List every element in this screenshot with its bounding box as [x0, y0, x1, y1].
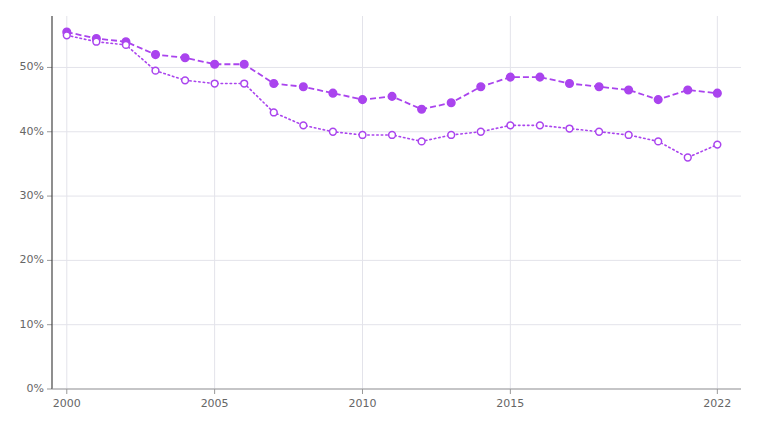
axes: 0% 10% 20% 30% 40% 50% 2000 2005 2010 2015 2022	[20, 16, 741, 410]
series-marker	[418, 105, 426, 113]
series-marker	[566, 125, 573, 132]
series-marker	[625, 86, 633, 94]
x-tick-label: 2010	[348, 397, 376, 410]
series-marker	[211, 80, 218, 87]
series-marker	[329, 89, 337, 97]
series-marker	[654, 96, 662, 104]
grid	[52, 16, 741, 389]
series-marker	[300, 83, 308, 91]
series-marker	[241, 80, 248, 87]
y-axis-line	[51, 16, 52, 389]
series-marker	[595, 83, 603, 91]
y-grid-line	[52, 196, 741, 197]
series-marker	[448, 132, 455, 139]
x-tick-label: 2022	[703, 397, 731, 410]
series-marker	[240, 60, 248, 68]
series-line	[67, 35, 718, 157]
series-marker	[330, 128, 337, 135]
series-marker	[270, 80, 278, 88]
y-grid-line	[52, 131, 741, 132]
series-marker	[359, 132, 366, 139]
series-marker	[625, 132, 632, 139]
series-marker	[152, 51, 160, 59]
y-tick-label: 50%	[20, 60, 44, 73]
series-marker	[63, 32, 70, 39]
x-tick-label: 2015	[496, 397, 524, 410]
y-tick-label: 0%	[27, 382, 44, 395]
chart-container: 0% 10% 20% 30% 40% 50% 2000 2005 2010 2015 2022	[0, 0, 759, 421]
series-marker	[388, 93, 396, 101]
series-marker	[714, 141, 721, 148]
series-marker	[270, 109, 277, 116]
y-tick-label: 10%	[20, 318, 44, 331]
series-marker	[182, 77, 189, 84]
x-tick-label: 2000	[53, 397, 81, 410]
series-marker	[300, 122, 307, 129]
y-grid-line	[52, 260, 741, 261]
series-marker	[655, 138, 662, 145]
series-marker	[389, 132, 396, 139]
y-grid-line	[52, 324, 741, 325]
series-marker	[93, 38, 100, 45]
series-marker	[596, 128, 603, 135]
series-marker	[684, 154, 691, 161]
x-tick	[510, 389, 511, 394]
y-tick	[47, 389, 52, 390]
series-marker	[477, 83, 485, 91]
series-marker	[507, 122, 514, 129]
y-tick	[47, 196, 52, 197]
series-marker	[507, 73, 515, 81]
x-axis-line	[52, 389, 741, 390]
series-line	[67, 32, 718, 109]
series-marker	[211, 60, 219, 68]
x-grid-line	[214, 16, 215, 389]
y-tick-label: 30%	[20, 189, 44, 202]
y-grid-line	[52, 389, 741, 390]
x-tick	[214, 389, 215, 394]
series-marker	[123, 42, 130, 49]
y-tick	[47, 67, 52, 68]
y-tick	[47, 260, 52, 261]
x-grid-line	[362, 16, 363, 389]
y-tick-label: 40%	[20, 125, 44, 138]
x-tick-label: 2005	[201, 397, 229, 410]
x-tick	[66, 389, 67, 394]
y-tick	[47, 131, 52, 132]
series-marker	[359, 96, 367, 104]
x-tick	[362, 389, 363, 394]
x-grid-line	[66, 16, 67, 389]
x-grid-line	[510, 16, 511, 389]
y-tick	[47, 324, 52, 325]
chart-svg: 0% 10% 20% 30% 40% 50% 2000 2005 2010 2015 2022	[0, 0, 759, 421]
series-marker	[447, 99, 455, 107]
series-marker	[536, 73, 544, 81]
series-marker	[537, 122, 544, 129]
x-tick	[717, 389, 718, 394]
series-1	[63, 32, 720, 161]
series-marker	[477, 128, 484, 135]
series-marker	[418, 138, 425, 145]
series-marker	[684, 86, 692, 94]
series-marker	[566, 80, 574, 88]
series-0	[63, 28, 721, 113]
series-marker	[152, 67, 159, 74]
series-marker	[181, 54, 189, 62]
series-marker	[714, 89, 722, 97]
plot-area	[63, 28, 721, 161]
y-tick-label: 20%	[20, 253, 44, 266]
x-grid-line	[717, 16, 718, 389]
